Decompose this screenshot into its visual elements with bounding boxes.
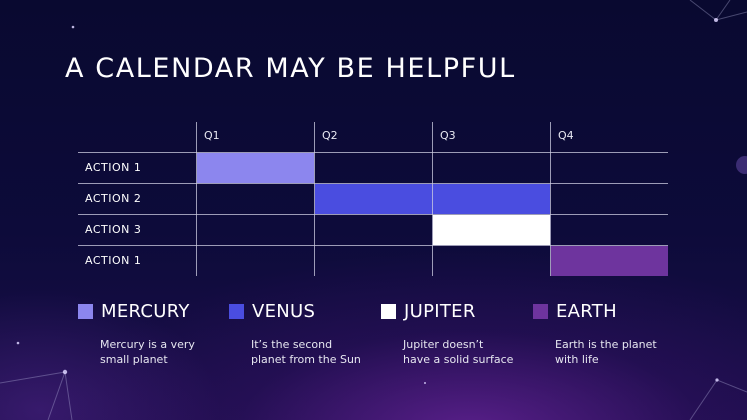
row-label: ACTION 2 (85, 192, 142, 205)
legend-description: Jupiter doesn’t have a solid surface (403, 337, 538, 367)
legend-description: It’s the second planet from the Sun (251, 337, 386, 367)
page-title: A CALENDAR MAY BE HELPFUL (65, 53, 516, 84)
grid-line (550, 122, 551, 276)
row-label: ACTION 1 (85, 254, 142, 267)
legend-description-line: have a solid surface (403, 353, 514, 366)
quarter-label: Q2 (322, 129, 338, 142)
legend-swatch (229, 304, 244, 319)
legend-name: EARTH (556, 301, 617, 322)
quarter-label: Q1 (204, 129, 220, 142)
row-label: ACTION 3 (85, 223, 142, 236)
legend-description: Mercury is a very small planet (100, 337, 235, 367)
action-bar (197, 153, 314, 183)
legend-description-line: Jupiter doesn’t (403, 338, 484, 351)
legend-name: JUPITER (404, 301, 476, 322)
grid-line (78, 152, 668, 153)
calendar-grid: Q1 Q2 Q3 Q4 ACTION 1 ACTION 2 ACTION 3 ACTION 1 (78, 122, 669, 277)
legend-description-line: Mercury is a very (100, 338, 195, 351)
legend-swatch (533, 304, 548, 319)
grid-line (78, 245, 668, 246)
grid-line (196, 122, 197, 276)
legend-description-line: It’s the second (251, 338, 333, 351)
legend-description-line: small planet (100, 353, 168, 366)
action-bar (551, 246, 668, 276)
legend-swatch (381, 304, 396, 319)
grid-line (78, 214, 668, 215)
quarter-label: Q3 (440, 129, 456, 142)
legend-name: VENUS (252, 301, 316, 322)
grid-line (314, 122, 315, 276)
legend-description: Earth is the planet with life (555, 337, 690, 367)
grid-line (432, 122, 433, 276)
legend-description-line: Earth is the planet (555, 338, 657, 351)
row-label: ACTION 1 (85, 161, 142, 174)
legend-description-line: planet from the Sun (251, 353, 361, 366)
legend-swatch (78, 304, 93, 319)
legend-description-line: with life (555, 353, 599, 366)
action-bar (433, 215, 550, 245)
quarter-label: Q4 (558, 129, 574, 142)
grid-line (78, 183, 668, 184)
legend-name: MERCURY (101, 301, 190, 322)
